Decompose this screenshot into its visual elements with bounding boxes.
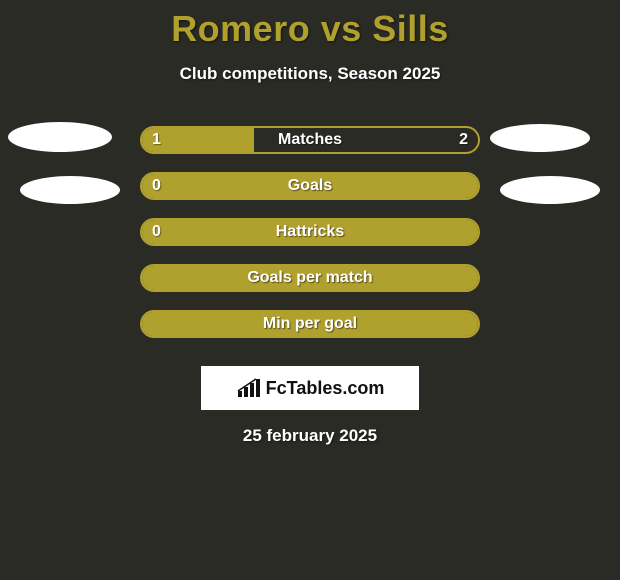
- page-title: Romero vs Sills: [0, 8, 620, 50]
- ellipse-left-2: [20, 176, 120, 204]
- stat-left-value: 0: [152, 220, 161, 244]
- logo-suffix: Tables.com: [287, 378, 385, 398]
- stat-bar: Goals per match: [140, 264, 480, 292]
- stat-bar-left-fill: [142, 220, 478, 244]
- stat-row: Min per goal: [0, 310, 620, 356]
- stat-left-value: 1: [152, 128, 161, 152]
- root: Romero vs Sills Club competitions, Seaso…: [0, 0, 620, 580]
- ellipse-right-1: [490, 124, 590, 152]
- stat-bar: 0Goals: [140, 172, 480, 200]
- ellipse-right-2: [500, 176, 600, 204]
- ellipse-left-1: [8, 122, 112, 152]
- stat-bar-left-fill: [142, 266, 478, 290]
- logo-box: FcTables.com: [201, 366, 419, 410]
- stat-bar: 0Hattricks: [140, 218, 480, 246]
- logo-prefix: Fc: [266, 378, 287, 398]
- stat-bar-left-fill: [142, 174, 478, 198]
- stat-row: Goals per match: [0, 264, 620, 310]
- subtitle: Club competitions, Season 2025: [0, 64, 620, 84]
- stat-bar: Min per goal: [140, 310, 480, 338]
- logo: FcTables.com: [236, 377, 385, 399]
- stat-left-value: 0: [152, 174, 161, 198]
- stat-bar-left-fill: [142, 312, 478, 336]
- logo-text: FcTables.com: [266, 378, 385, 399]
- logo-chart-icon: [236, 377, 262, 399]
- stat-row: 0Hattricks: [0, 218, 620, 264]
- stat-right-value: 2: [459, 128, 468, 152]
- date-line: 25 february 2025: [0, 426, 620, 446]
- stat-bar: 12Matches: [140, 126, 480, 154]
- stat-rows: 12Matches0Goals0HattricksGoals per match…: [0, 126, 620, 356]
